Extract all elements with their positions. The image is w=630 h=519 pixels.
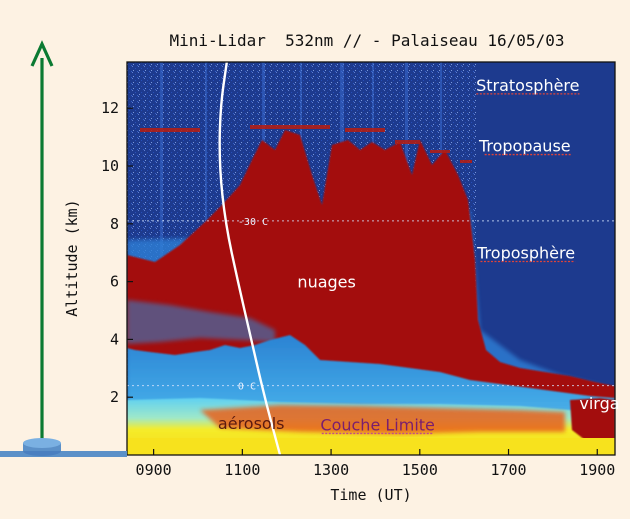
y-tick-label: 10 xyxy=(101,157,119,175)
annotation-label: Stratosphère xyxy=(476,76,579,95)
ground-station xyxy=(0,438,127,457)
x-tick-label: 1100 xyxy=(224,461,260,479)
y-tick-label: 2 xyxy=(110,388,119,406)
surface-strip xyxy=(127,438,615,455)
x-axis: 0900 1100 1300 1500 1700 1900 xyxy=(136,449,615,479)
y-tick-label: 8 xyxy=(110,215,119,233)
isotherm-lines: 0 C -30 C xyxy=(127,217,615,393)
isotherm-label: 0 C xyxy=(238,382,256,393)
chart-title: Mini-Lidar 532nm // - Palaiseau 16/05/03 xyxy=(170,31,565,50)
white-profile-curve xyxy=(218,61,282,456)
cirrus-streaks xyxy=(140,125,472,163)
x-tick-label: 1900 xyxy=(579,461,615,479)
annotation-label: Troposphère xyxy=(476,244,575,263)
x-tick-label: 1700 xyxy=(490,461,526,479)
plot-frame xyxy=(126,61,616,456)
x-tick-label: 0900 xyxy=(136,461,172,479)
y-axis-label: Altitude (km) xyxy=(63,199,81,316)
annotation-label: virga xyxy=(579,394,619,413)
altitude-arrow xyxy=(30,40,54,445)
annotation-label: nuages xyxy=(297,272,355,291)
annotation-label: aérosols xyxy=(218,414,285,433)
x-tick-label: 1500 xyxy=(402,461,438,479)
y-tick-label: 12 xyxy=(101,99,119,117)
virga-red xyxy=(570,398,615,445)
y-axis: 2 4 6 8 10 12 xyxy=(101,99,133,406)
y-tick-label: 6 xyxy=(110,273,119,291)
boundary-layer-top xyxy=(200,405,565,434)
y-tick-label: 4 xyxy=(110,330,119,348)
x-axis-label: Time (UT) xyxy=(330,486,411,504)
annotations: Stratosphère Tropopause Troposphère nuages v… xyxy=(218,76,620,435)
annotation-label: Tropopause xyxy=(478,137,571,156)
x-tick-label: 1300 xyxy=(313,461,349,479)
lidar-plot-area xyxy=(127,62,615,455)
annotation-label: Couche Limite xyxy=(320,415,434,434)
cloud-gap xyxy=(127,300,275,344)
isotherm-label: -30 C xyxy=(238,217,268,228)
